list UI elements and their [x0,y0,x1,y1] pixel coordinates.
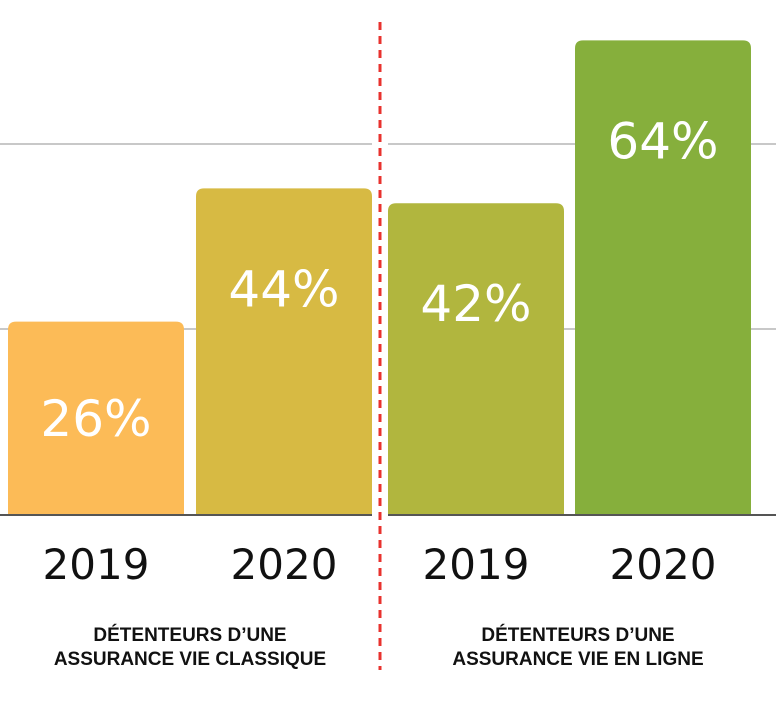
bar-value-label: 26% [40,390,151,448]
labels: 26% 2019 44% 2020 DÉTENTEURS D’UNE ASSURANCE … [40,112,718,670]
bar-en-ligne-2020 [575,40,751,515]
bar-classique-2019 [8,321,184,514]
year-tick-label: 2020 [610,540,717,589]
group-label-line: DÉTENTEURS D’UNE [93,624,286,646]
bar-value-label: 44% [228,260,339,318]
bar-en-ligne-2019 [388,203,564,514]
bar-value-label: 64% [607,112,718,170]
group-label-line: ASSURANCE VIE EN LIGNE [452,649,703,670]
group-label-line: ASSURANCE VIE CLASSIQUE [54,649,326,670]
bar-classique-2020 [196,188,372,514]
year-tick-label: 2019 [43,540,150,589]
bar-value-label: 42% [420,275,531,333]
year-tick-label: 2020 [231,540,338,589]
bars [8,40,751,515]
group-label-line: DÉTENTEURS D’UNE [481,624,674,646]
year-tick-label: 2019 [423,540,530,589]
